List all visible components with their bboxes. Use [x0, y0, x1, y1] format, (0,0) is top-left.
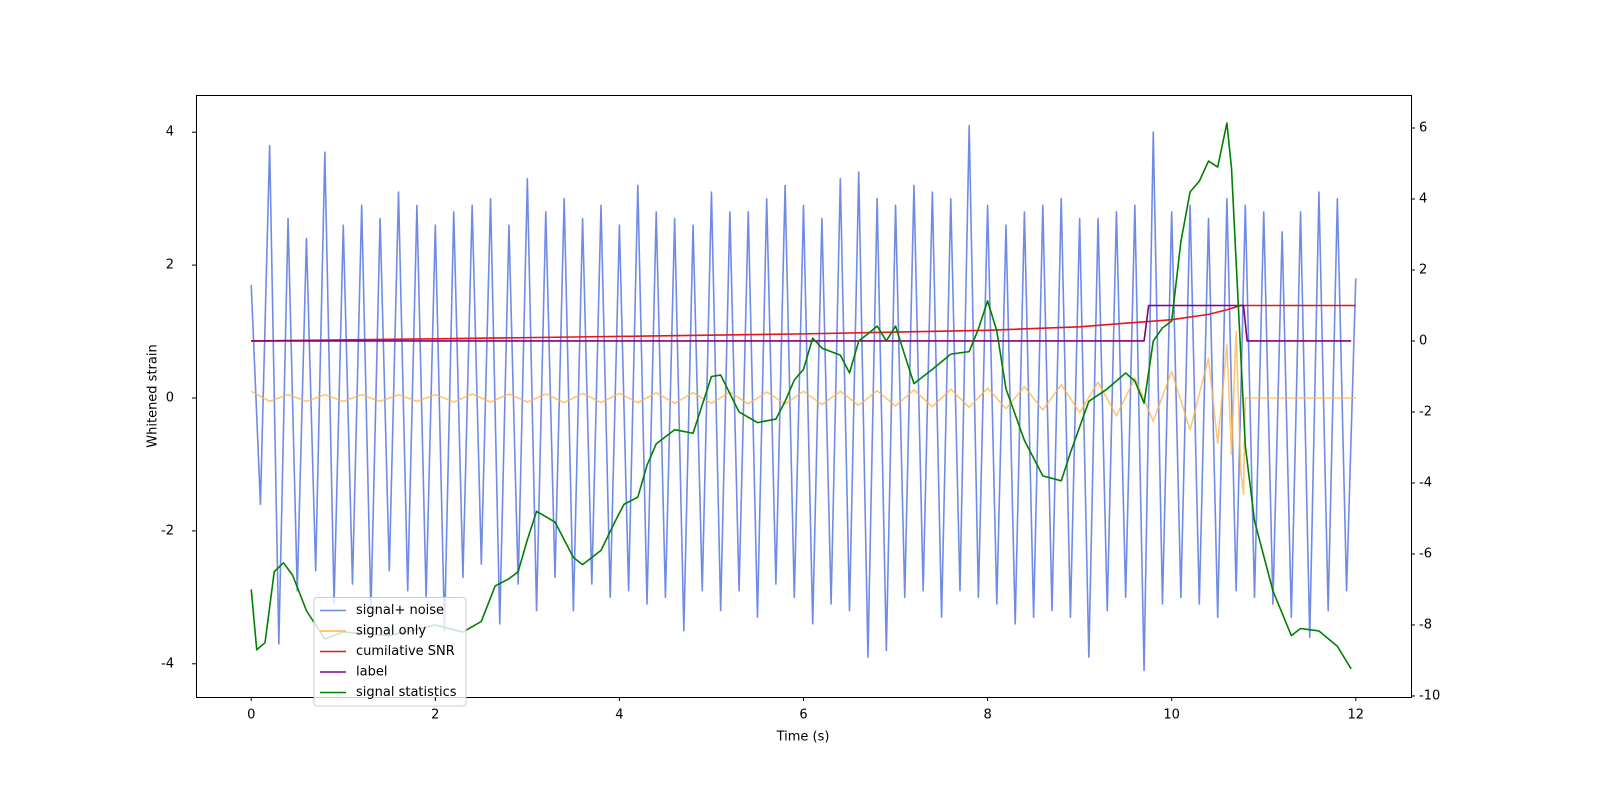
- x-axis-label: Time (s): [776, 730, 830, 745]
- y2-tick-label: 0: [1419, 333, 1427, 348]
- x-tick-label: 4: [615, 708, 623, 723]
- y2-tick-label: -8: [1419, 617, 1432, 632]
- series-line: [251, 304, 1356, 342]
- series-line: [250, 124, 1357, 672]
- series-line: [251, 304, 1352, 342]
- y2-tick-label: 6: [1419, 121, 1427, 136]
- legend-label: signal only: [356, 624, 426, 639]
- x-tick-label: 10: [1163, 708, 1180, 723]
- legend-label: signal statistics: [356, 685, 457, 700]
- legend-label: label: [356, 665, 387, 680]
- y-tick-label: -2: [161, 523, 174, 538]
- y2-tick-label: -4: [1419, 475, 1432, 490]
- legend-label: signal+ noise: [356, 603, 444, 618]
- y2-tick-label: -2: [1419, 404, 1432, 419]
- x-tick-label: 12: [1347, 708, 1364, 723]
- legend: signal+ noise signal only cumilative SNR la…: [313, 597, 467, 707]
- y-tick-label: -4: [161, 656, 174, 671]
- series-line: [250, 122, 1352, 670]
- legend-label: cumilative SNR: [356, 644, 455, 659]
- legend-box: [313, 597, 467, 707]
- y-tick-label: 2: [166, 258, 174, 273]
- series-line: [250, 330, 1356, 496]
- y-axis-label: Whitened strain: [146, 344, 161, 447]
- x-tick-label: 0: [247, 708, 255, 723]
- y-tick-label: 0: [166, 390, 174, 405]
- y2-tick-label: -10: [1419, 688, 1440, 703]
- x-tick-label: 2: [431, 708, 439, 723]
- y2-tick-label: 2: [1419, 262, 1427, 277]
- y2-tick-label: -6: [1419, 546, 1432, 561]
- x-tick-label: 8: [983, 708, 991, 723]
- x-tick-label: 6: [799, 708, 807, 723]
- y-tick-label: 4: [166, 125, 174, 140]
- plot-area: [250, 122, 1357, 672]
- y2-tick-label: 4: [1419, 192, 1427, 207]
